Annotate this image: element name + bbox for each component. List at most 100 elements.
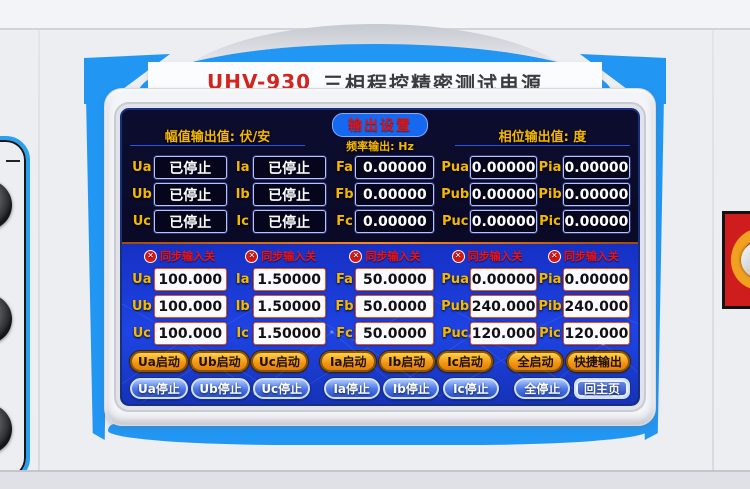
setting-row-c: Uc 100.000 Ic 1.50000 Fc 50.0000 Puc 120…	[130, 322, 631, 345]
all-stop-button[interactable]: 全停止	[514, 378, 571, 399]
ub-setting-field[interactable]: 100.000	[153, 295, 227, 318]
setting-row-a: Ua 100.000 Ia 1.50000 Fa 50.0000 Pua 0.0…	[130, 268, 631, 291]
fc-setting-label: Fc	[336, 326, 353, 341]
frequency-header-label: 频率输出: Hz	[346, 140, 414, 153]
output-values-zone: 幅值输出值: 伏/安 输出设置 频率输出: Hz 相位输出值: 度 Ua 已停止…	[122, 110, 638, 242]
ia-output-label: Ia	[235, 160, 250, 175]
ic-setting-label: Ic	[236, 326, 249, 341]
sync-off-icon: ✕	[547, 249, 561, 263]
sync-toggle-f[interactable]: ✕ 同步输入关	[332, 248, 437, 264]
ia-stop-button[interactable]: Ia停止	[323, 378, 380, 399]
ua-output-label: Ua	[132, 160, 152, 175]
pic-output-value: 0.00000	[562, 210, 631, 233]
pia-setting-label: Pia	[538, 272, 562, 287]
uc-stop-button[interactable]: Uc停止	[253, 378, 311, 399]
fb-output-label: Fb	[335, 187, 354, 202]
key-switch-knob[interactable]	[741, 240, 750, 280]
fa-setting-field[interactable]: 50.0000	[355, 268, 435, 291]
ua-setting-field[interactable]: 100.000	[153, 268, 227, 291]
pic-setting-field[interactable]: 120.000	[562, 322, 631, 345]
sync-toggle-u[interactable]: ✕ 同步输入关	[130, 248, 229, 264]
ic-stop-button[interactable]: Ic停止	[442, 378, 499, 399]
fa-output-value: 0.00000	[355, 156, 435, 179]
uc-start-button[interactable]: Uc启动	[251, 351, 308, 372]
fb-output-value: 0.00000	[355, 183, 435, 206]
binding-post[interactable]	[0, 294, 12, 344]
pia-output-label: Pia	[538, 160, 562, 175]
ib-output-label: Ib	[235, 187, 250, 202]
fb-setting-field[interactable]: 50.0000	[355, 295, 435, 318]
puc-setting-field[interactable]: 120.000	[470, 322, 538, 345]
lcd-touchscreen: 幅值输出值: 伏/安 输出设置 频率输出: Hz 相位输出值: 度 Ua 已停止…	[120, 108, 640, 406]
sync-toggle-label: 同步输入关	[563, 250, 619, 263]
fc-setting-field[interactable]: 50.0000	[355, 322, 435, 345]
pua-output-value: 0.00000	[470, 156, 538, 179]
pic-output-label: Pic	[539, 214, 561, 229]
binding-post[interactable]	[0, 180, 12, 230]
output-row-b: Ub 已停止 Ib 已停止 Fb 0.00000 Pub 0.00000 Pib…	[130, 183, 631, 206]
sync-status-row: ✕ 同步输入关 ✕ 同步输入关 ✕ 同步输入关 ✕ 同步输入关 ✕ 同步输入关	[130, 248, 630, 264]
phase-header: 相位输出值: 度	[455, 112, 630, 146]
sync-toggle-label: 同步输入关	[261, 250, 317, 263]
ib-start-button[interactable]: Ib启动	[378, 351, 435, 372]
chassis-bottom-strip	[0, 470, 750, 489]
pub-setting-label: Pub	[441, 299, 470, 314]
sync-toggle-pi[interactable]: ✕ 同步输入关	[537, 248, 630, 264]
ic-output-value: 已停止	[252, 210, 326, 233]
sync-off-icon: ✕	[144, 249, 158, 263]
terminal-mark	[6, 160, 20, 162]
pia-setting-field[interactable]: 0.00000	[562, 268, 631, 291]
pua-output-label: Pua	[441, 160, 469, 175]
ua-start-button[interactable]: Ua启动	[130, 351, 188, 372]
ib-setting-label: Ib	[235, 299, 250, 314]
output-settings-tab[interactable]: 输出设置	[332, 113, 428, 137]
panel-seam-left	[38, 30, 40, 470]
screen-header: 幅值输出值: 伏/安 输出设置 频率输出: Hz 相位输出值: 度	[130, 112, 630, 153]
pib-output-value: 0.00000	[562, 183, 631, 206]
ub-output-value: 已停止	[153, 183, 227, 206]
ia-setting-field[interactable]: 1.50000	[252, 268, 326, 291]
ic-setting-field[interactable]: 1.50000	[252, 322, 326, 345]
fc-output-value: 0.00000	[355, 210, 435, 233]
pib-setting-field[interactable]: 240.000	[562, 295, 631, 318]
sync-off-icon: ✕	[451, 249, 465, 263]
settings-zone: ✕ 同步输入关 ✕ 同步输入关 ✕ 同步输入关 ✕ 同步输入关 ✕ 同步输入关 Ua 10…	[122, 244, 638, 404]
home-button[interactable]: 回主页	[573, 378, 630, 399]
quick-output-button[interactable]: 快捷输出	[565, 351, 630, 372]
ua-stop-button[interactable]: Ua停止	[130, 378, 188, 399]
pia-output-value: 0.00000	[562, 156, 631, 179]
power-key-switch[interactable]	[722, 211, 750, 309]
pua-setting-label: Pua	[441, 272, 469, 287]
terminal-panel	[0, 136, 30, 482]
ub-start-button[interactable]: Ub启动	[190, 351, 249, 372]
uc-setting-field[interactable]: 100.000	[153, 322, 227, 345]
pib-setting-label: Pib	[538, 299, 562, 314]
pic-setting-label: Pic	[539, 326, 561, 341]
phase-header-label: 相位输出值: 度	[498, 130, 587, 145]
ib-setting-field[interactable]: 1.50000	[252, 295, 326, 318]
all-start-button[interactable]: 全启动	[507, 351, 564, 372]
amplitude-header: 幅值输出值: 伏/安	[130, 112, 305, 146]
uc-output-value: 已停止	[153, 210, 227, 233]
sync-toggle-pu[interactable]: ✕ 同步输入关	[438, 248, 537, 264]
fb-setting-label: Fb	[335, 299, 354, 314]
binding-post[interactable]	[0, 404, 12, 454]
puc-output-value: 0.00000	[470, 210, 538, 233]
ib-stop-button[interactable]: Ib停止	[383, 378, 440, 399]
pua-setting-field[interactable]: 0.00000	[470, 268, 538, 291]
sync-toggle-i[interactable]: ✕ 同步输入关	[233, 248, 328, 264]
sync-off-icon: ✕	[245, 249, 259, 263]
uc-setting-label: Uc	[132, 326, 151, 341]
ib-output-value: 已停止	[252, 183, 326, 206]
fa-output-label: Fa	[336, 160, 353, 175]
ic-output-label: Ic	[236, 214, 249, 229]
sync-off-icon: ✕	[349, 249, 363, 263]
pub-setting-field[interactable]: 240.000	[470, 295, 538, 318]
ub-stop-button[interactable]: Ub停止	[191, 378, 250, 399]
fa-setting-label: Fa	[336, 272, 353, 287]
ia-start-button[interactable]: Ia启动	[320, 351, 377, 372]
amplitude-header-label: 幅值输出值: 伏/安	[164, 130, 271, 145]
pub-output-label: Pub	[441, 187, 470, 202]
blue-stripe-bottom	[108, 424, 648, 445]
ic-start-button[interactable]: Ic启动	[437, 351, 494, 372]
